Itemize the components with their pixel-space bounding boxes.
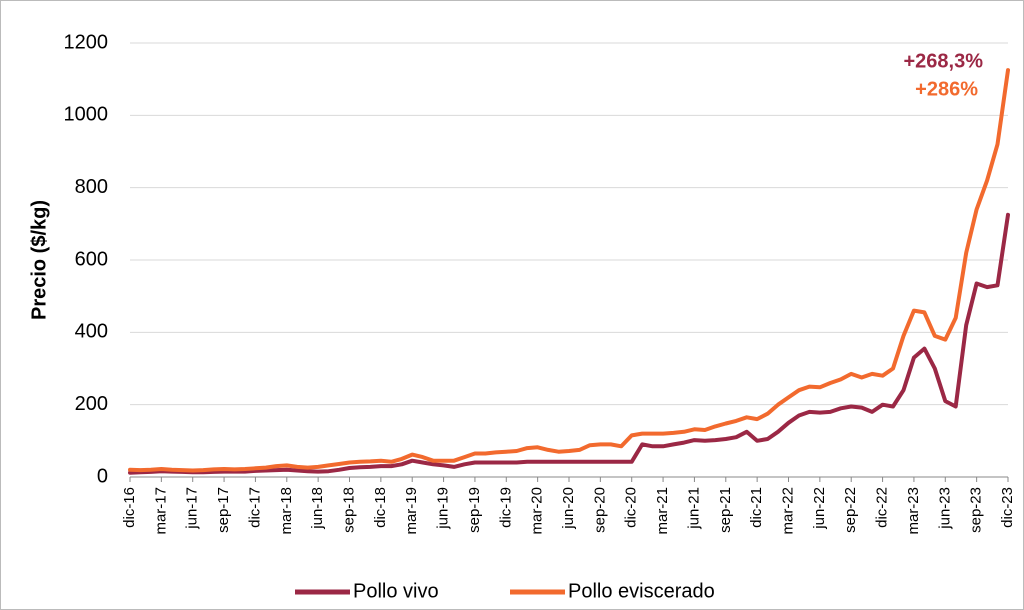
x-tick-label: jun-22 bbox=[811, 487, 828, 530]
x-tick-label: mar-19 bbox=[403, 487, 420, 535]
y-tick-label: 600 bbox=[75, 248, 108, 270]
x-tick-label: sep-23 bbox=[968, 487, 985, 533]
x-tick-label: dic-18 bbox=[372, 487, 389, 528]
x-tick-label: dic-16 bbox=[121, 487, 138, 528]
y-tick-label: 0 bbox=[97, 465, 108, 487]
x-tick-label: mar-22 bbox=[779, 487, 796, 535]
x-tick-label: mar-20 bbox=[529, 487, 546, 535]
y-tick-label: 1000 bbox=[64, 104, 109, 126]
x-tick-label: jun-19 bbox=[435, 487, 452, 530]
x-tick-label: sep-19 bbox=[466, 487, 483, 533]
legend-label: Pollo vivo bbox=[353, 580, 439, 602]
x-tick-label: dic-19 bbox=[497, 487, 514, 528]
x-tick-label: sep-20 bbox=[591, 487, 608, 533]
x-tick-label: sep-21 bbox=[717, 487, 734, 533]
x-tick-label: jun-18 bbox=[309, 487, 326, 530]
x-tick-label: jun-20 bbox=[560, 487, 577, 530]
x-tick-label: sep-18 bbox=[340, 487, 357, 533]
x-tick-label: jun-21 bbox=[685, 487, 702, 530]
series-line bbox=[128, 212, 1010, 475]
x-tick-label: mar-17 bbox=[152, 487, 169, 535]
y-axis-label: Precio ($/kg) bbox=[28, 200, 50, 320]
x-tick-label: dic-22 bbox=[874, 487, 891, 528]
series-line bbox=[128, 68, 1010, 473]
x-tick-label: dic-21 bbox=[748, 487, 765, 528]
annotation: +286% bbox=[915, 78, 978, 100]
y-tick-label: 1200 bbox=[64, 31, 109, 53]
x-tick-label: jun-17 bbox=[184, 487, 201, 530]
x-tick-label: dic-23 bbox=[999, 487, 1016, 528]
y-tick-label: 800 bbox=[75, 176, 108, 198]
x-tick-label: mar-21 bbox=[654, 487, 671, 535]
y-tick-label: 400 bbox=[75, 321, 108, 343]
y-tick-label: 200 bbox=[75, 393, 108, 415]
x-tick-label: sep-22 bbox=[842, 487, 859, 533]
x-tick-label: mar-18 bbox=[278, 487, 295, 535]
x-tick-label: mar-23 bbox=[905, 487, 922, 535]
x-tick-label: dic-20 bbox=[623, 487, 640, 528]
x-tick-label: jun-23 bbox=[936, 487, 953, 530]
x-tick-label: dic-17 bbox=[246, 487, 263, 528]
legend-label: Pollo eviscerado bbox=[568, 580, 715, 602]
x-tick-label: sep-17 bbox=[215, 487, 232, 533]
annotation: +268,3% bbox=[903, 50, 983, 72]
